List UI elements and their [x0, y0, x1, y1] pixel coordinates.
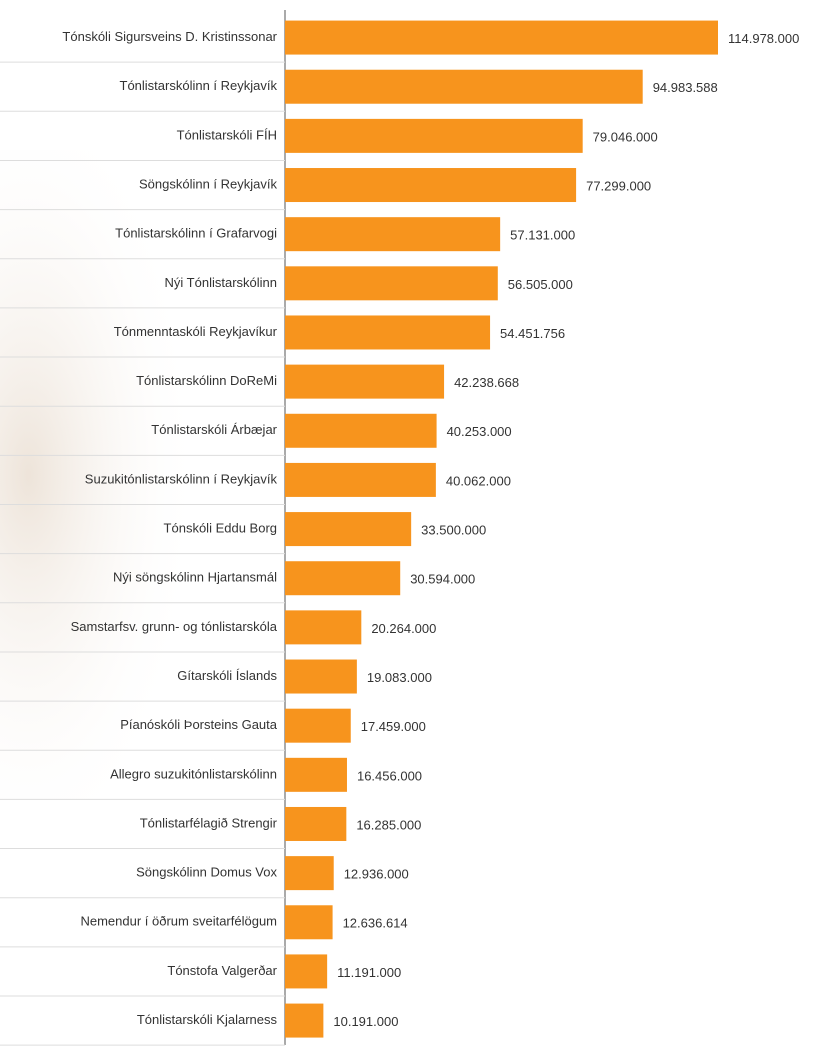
bar [285, 856, 334, 890]
bar [285, 266, 498, 300]
category-label: Tónskóli Sigursveins D. Kristinssonar [62, 29, 277, 44]
category-label: Tónskóli Eddu Borg [164, 521, 277, 536]
value-label: 42.238.668 [454, 375, 519, 390]
bar [285, 954, 327, 988]
value-label: 10.191.000 [333, 1014, 398, 1029]
value-label: 79.046.000 [593, 129, 658, 144]
bar [285, 758, 347, 792]
category-label: Tónlistarskólinn í Grafarvogi [115, 226, 277, 241]
value-label: 12.936.000 [344, 867, 409, 882]
bar [285, 168, 576, 202]
category-label: Söngskólinn Domus Vox [136, 865, 277, 880]
category-label: Suzukitónlistarskólinn í Reykjavík [85, 471, 278, 486]
value-label: 77.299.000 [586, 178, 651, 193]
bar [285, 70, 643, 104]
bar [285, 905, 333, 939]
value-label: 94.983.588 [653, 80, 718, 95]
category-label: Tónstofa Valgerðar [167, 963, 277, 978]
value-label: 17.459.000 [361, 719, 426, 734]
category-label: Gítarskóli Íslands [177, 668, 277, 683]
value-label: 12.636.614 [343, 916, 408, 931]
value-label: 20.264.000 [371, 621, 436, 636]
value-label: 11.191.000 [337, 965, 401, 980]
value-label: 19.083.000 [367, 670, 432, 685]
category-label: Tónlistarskóli FÍH [177, 127, 277, 142]
bar [285, 414, 437, 448]
category-label: Nemendur í öðrum sveitarfélögum [80, 914, 277, 929]
bar [285, 365, 444, 399]
value-label: 114.978.000 [728, 31, 799, 46]
chart: Tónskóli Sigursveins D. Kristinssonar 114… [0, 0, 829, 1050]
bar [285, 463, 436, 497]
bar [285, 1004, 323, 1038]
category-label: Píanóskóli Þorsteins Gauta [120, 717, 278, 732]
bar [285, 119, 583, 153]
bar [285, 807, 346, 841]
category-label: Nýi Tónlistarskólinn [165, 275, 277, 290]
bar [285, 315, 490, 349]
bar [285, 561, 400, 595]
value-label: 33.500.000 [421, 523, 486, 538]
value-label: 40.253.000 [447, 424, 512, 439]
value-label: 57.131.000 [510, 228, 575, 243]
category-label: Tónlistarfélagið Strengir [140, 815, 278, 830]
bar [285, 610, 361, 644]
page: Tónskóli Sigursveins D. Kristinssonar 114… [0, 0, 829, 1050]
value-label: 16.456.000 [357, 768, 422, 783]
value-label: 40.062.000 [446, 473, 511, 488]
bar [285, 709, 351, 743]
category-label: Samstarfsv. grunn- og tónlistarskóla [71, 619, 278, 634]
category-label: Allegro suzukitónlistarskólinn [110, 766, 277, 781]
bar [285, 21, 718, 55]
category-label: Tónlistarskólinn í Reykjavík [120, 78, 278, 93]
value-label: 30.594.000 [410, 572, 475, 587]
category-label: Tónmenntaskóli Reykjavíkur [114, 324, 278, 339]
bar [285, 660, 357, 694]
category-label: Söngskólinn í Reykjavík [139, 176, 278, 191]
category-label: Tónlistarskólinn DoReMi [136, 373, 277, 388]
category-label: Tónlistarskóli Árbæjar [151, 422, 277, 437]
bar [285, 512, 411, 546]
value-label: 54.451.756 [500, 326, 565, 341]
bar [285, 217, 500, 251]
category-label: Nýi söngskólinn Hjartansmál [113, 570, 277, 585]
category-label: Tónlistarskóli Kjalarness [137, 1012, 278, 1027]
value-label: 16.285.000 [356, 817, 421, 832]
value-label: 56.505.000 [508, 277, 573, 292]
